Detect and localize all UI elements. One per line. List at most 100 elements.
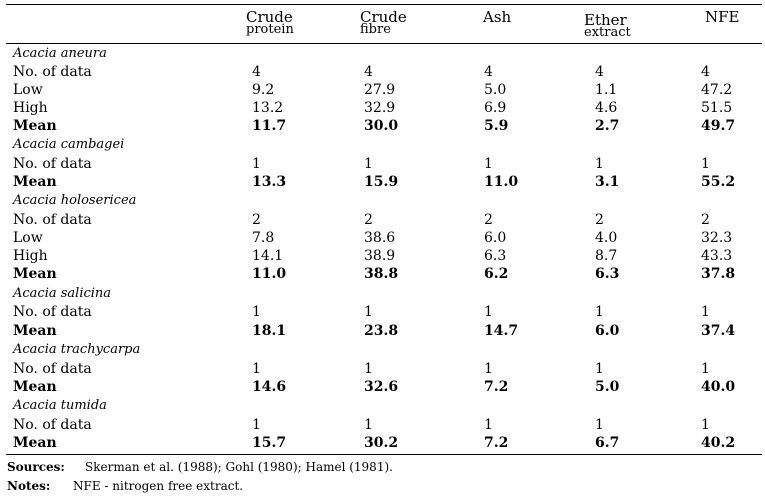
value-nfe: 32.3 (701, 230, 733, 246)
value-crude-fibre: 15.9 (364, 174, 399, 190)
species-name: Acacia trachycarpa (13, 342, 141, 357)
value-crude-fibre: 23.8 (364, 323, 399, 339)
value-ash: 6.0 (484, 230, 507, 246)
value-ash: 2 (484, 212, 493, 228)
row-label: No. of data (13, 417, 92, 433)
value-crude-protein: 15.7 (252, 435, 287, 451)
row-label: Low (13, 230, 43, 246)
table-row: High 14.1 38.9 6.3 8.7 43.3 (0, 247, 765, 265)
value-crude-fibre: 32.9 (364, 100, 396, 116)
notes-note: Notes: NFE - nitrogen free extract. (7, 479, 243, 493)
value-crude-protein: 13.3 (252, 174, 287, 190)
row-label: No. of data (13, 212, 92, 228)
value-nfe: 1 (701, 156, 710, 172)
header-nfe: NFE (705, 10, 739, 25)
row-label: No. of data (13, 64, 92, 80)
value-nfe: 1 (701, 304, 710, 320)
table-row-mean: Mean 18.1 23.8 14.7 6.0 37.4 (0, 322, 765, 340)
species-row: Acacia tumida (0, 397, 765, 415)
row-label: No. of data (13, 304, 92, 320)
value-ash: 11.0 (484, 174, 519, 190)
table-row: No. of data 2 2 2 2 2 (0, 211, 765, 229)
species-name: Acacia tumida (13, 398, 107, 413)
notes-label: Notes: (7, 479, 51, 493)
value-crude-fibre: 30.0 (364, 118, 399, 134)
sources-text: Skerman et al. (1988); Gohl (1980); Hame… (85, 460, 393, 474)
value-crude-protein: 13.2 (252, 100, 284, 116)
value-ether-extract: 1 (595, 304, 604, 320)
table-row: No. of data 4 4 4 4 4 (0, 63, 765, 81)
header-line2: fibre (360, 22, 391, 37)
value-crude-protein: 1 (252, 304, 261, 320)
value-ash: 7.2 (484, 435, 509, 451)
value-nfe: 47.2 (701, 82, 733, 98)
value-nfe: 55.2 (701, 174, 736, 190)
row-label: Mean (13, 118, 57, 134)
sources-note: Sources: Skerman et al. (1988); Gohl (198… (7, 460, 393, 474)
value-crude-protein: 7.8 (252, 230, 275, 246)
value-nfe: 37.4 (701, 323, 736, 339)
table-row-mean: Mean 11.7 30.0 5.9 2.7 49.7 (0, 117, 765, 135)
value-crude-fibre: 30.2 (364, 435, 399, 451)
value-crude-protein: 18.1 (252, 323, 287, 339)
row-label: No. of data (13, 156, 92, 172)
row-label: High (13, 248, 48, 264)
header-ash: Ash (483, 10, 511, 25)
row-label: Low (13, 82, 43, 98)
value-crude-fibre: 38.9 (364, 248, 396, 264)
header-crude-protein: Crude protein (246, 8, 294, 37)
value-nfe: 37.8 (701, 266, 736, 282)
bottom-rule (6, 454, 762, 455)
header-line1: Crude (360, 8, 407, 26)
value-crude-fibre: 1 (364, 304, 373, 320)
value-crude-protein: 4 (252, 64, 261, 80)
value-ether-extract: 6.0 (595, 323, 620, 339)
value-crude-protein: 11.7 (252, 118, 287, 134)
species-row: Acacia trachycarpa (0, 341, 765, 359)
table-row: No. of data 1 1 1 1 1 (0, 303, 765, 321)
value-ash: 6.9 (484, 100, 507, 116)
value-ash: 1 (484, 361, 493, 377)
value-ash: 5.0 (484, 82, 507, 98)
value-nfe: 2 (701, 212, 710, 228)
value-ash: 1 (484, 417, 493, 433)
value-nfe: 49.7 (701, 118, 736, 134)
value-ash: 1 (484, 304, 493, 320)
value-ash: 7.2 (484, 379, 509, 395)
header-line1: Crude (246, 8, 293, 26)
value-crude-protein: 1 (252, 156, 261, 172)
value-crude-protein: 14.6 (252, 379, 287, 395)
top-rule (6, 4, 762, 5)
species-name: Acacia aneura (13, 46, 107, 61)
header-line2: extract (584, 25, 631, 40)
value-ether-extract: 2.7 (595, 118, 620, 134)
value-ether-extract: 5.0 (595, 379, 620, 395)
species-name: Acacia cambagei (13, 137, 125, 152)
value-crude-fibre: 27.9 (364, 82, 396, 98)
value-nfe: 40.2 (701, 435, 736, 451)
value-crude-fibre: 38.6 (364, 230, 396, 246)
value-nfe: 1 (701, 361, 710, 377)
value-nfe: 51.5 (701, 100, 733, 116)
value-crude-fibre: 38.8 (364, 266, 399, 282)
value-nfe: 43.3 (701, 248, 733, 264)
header-line1: NFE (705, 8, 740, 26)
value-ether-extract: 6.3 (595, 266, 620, 282)
value-ash: 6.2 (484, 266, 509, 282)
header-line1: Ether (584, 11, 627, 29)
row-label: No. of data (13, 361, 92, 377)
table-row: No. of data 1 1 1 1 1 (0, 416, 765, 434)
value-crude-fibre: 1 (364, 417, 373, 433)
row-label: Mean (13, 323, 57, 339)
row-label: High (13, 100, 48, 116)
table-row-mean: Mean 14.6 32.6 7.2 5.0 40.0 (0, 378, 765, 396)
species-row: Acacia salicina (0, 285, 765, 303)
value-ether-extract: 1 (595, 156, 604, 172)
value-nfe: 1 (701, 417, 710, 433)
value-ash: 14.7 (484, 323, 519, 339)
value-ash: 4 (484, 64, 493, 80)
species-row: Acacia holosericea (0, 192, 765, 210)
header-ether-extract: Ether extract (584, 11, 631, 40)
value-crude-protein: 1 (252, 417, 261, 433)
table-row: No. of data 1 1 1 1 1 (0, 360, 765, 378)
